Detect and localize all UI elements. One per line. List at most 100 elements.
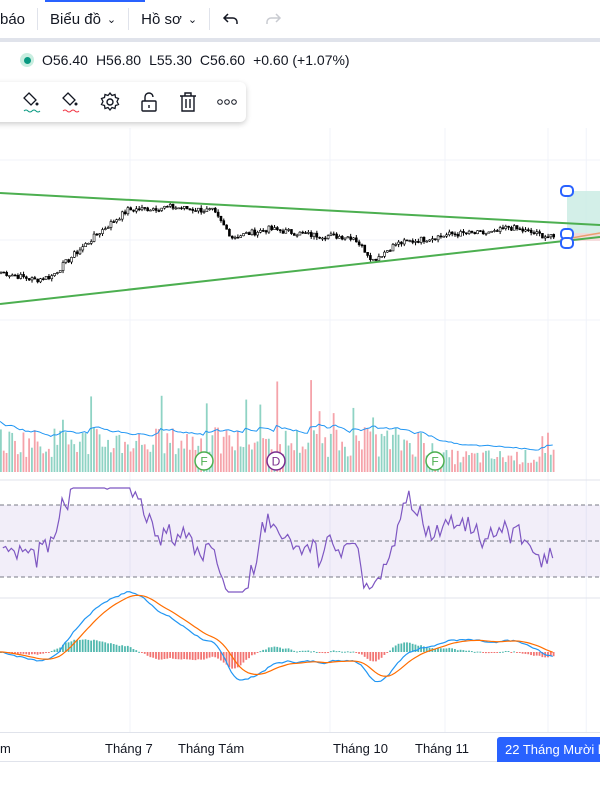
volume-bar (516, 451, 518, 472)
candle (233, 236, 237, 239)
candle (236, 236, 240, 239)
macd-histogram-bar (25, 652, 28, 655)
macd-histogram-bar (369, 652, 372, 661)
alerts-label: báo (0, 10, 26, 28)
volume-bar (219, 453, 222, 472)
candle (484, 232, 488, 235)
macd-histogram-bar (143, 652, 146, 654)
candle (366, 252, 369, 256)
macd-histogram-bar (225, 652, 228, 665)
macd-histogram-bar (214, 652, 217, 658)
volume-bar (47, 448, 50, 472)
redo-icon (266, 13, 282, 24)
candle (205, 208, 209, 212)
alerts-button[interactable]: báo (0, 0, 37, 40)
profile-menu-button[interactable]: Hồ sơ ⌄ (129, 0, 209, 40)
macd-histogram-bar (42, 652, 45, 654)
macd-histogram-bar (377, 652, 380, 660)
macd-histogram-bar (236, 652, 239, 668)
volume-bar (485, 450, 487, 472)
macd-histogram-bar (552, 652, 555, 657)
candle (456, 234, 460, 237)
candle (154, 208, 158, 211)
time-axis[interactable]: m Tháng 7 Tháng Tám Tháng 10 Tháng 11 22… (0, 732, 600, 762)
macd-histogram-bar (152, 652, 155, 658)
volume-bar (87, 454, 90, 472)
candle (535, 231, 539, 234)
macd-histogram-bar (439, 648, 442, 652)
macd-histogram-bar (146, 652, 149, 656)
macd-histogram-bar (507, 651, 510, 653)
candle (104, 228, 107, 230)
volume-bar (473, 453, 476, 472)
delete-button[interactable] (168, 84, 207, 120)
volume-bar (386, 430, 389, 472)
macd-histogram-bar (318, 652, 321, 653)
line-color-button[interactable] (51, 84, 90, 120)
low-value: L55.30 (149, 52, 192, 68)
volume-bar (149, 451, 152, 472)
macd-histogram-bar (524, 652, 527, 654)
candle (194, 210, 197, 212)
candle (8, 275, 11, 277)
candle (123, 211, 127, 215)
fill-color-icon (22, 92, 40, 113)
candle (106, 227, 110, 229)
candle (92, 233, 96, 242)
macd-histogram-bar (383, 652, 386, 655)
fill-color-button[interactable] (12, 84, 51, 120)
macd-histogram-bar (541, 652, 544, 658)
volume-bar (8, 431, 11, 472)
volume-bar (403, 439, 406, 472)
volume-bar (214, 427, 217, 472)
more-button[interactable] (207, 84, 246, 120)
volume-bar (265, 438, 267, 472)
volume-bar (358, 440, 360, 472)
volume-bar (129, 451, 132, 472)
volume-bar (408, 443, 411, 472)
settings-button[interactable] (90, 84, 129, 120)
candle (256, 232, 259, 236)
macd-histogram-bar (315, 651, 318, 653)
volume-bar (530, 462, 532, 472)
volume-bar (146, 449, 149, 472)
event-marker-earnings (194, 451, 214, 471)
volume-bar (64, 432, 67, 472)
volume-bar (352, 407, 355, 472)
volume-bar (380, 433, 383, 472)
candle (501, 227, 505, 229)
macd-histogram-bar (530, 652, 532, 656)
candle (419, 236, 423, 243)
volume-bar (346, 456, 349, 472)
candle (428, 239, 431, 242)
macd-histogram-bar (352, 651, 355, 653)
candle (53, 273, 56, 276)
macd-histogram-bar (293, 650, 296, 652)
volume-bar (112, 448, 115, 472)
volume-bar (507, 455, 510, 472)
candle (135, 208, 138, 212)
candle (487, 231, 491, 234)
redo-button[interactable] (252, 0, 294, 40)
candle (253, 229, 257, 236)
candle (230, 235, 234, 239)
macd-histogram-bar (338, 651, 341, 653)
macd-histogram-bar (527, 652, 530, 655)
volume-bar (451, 449, 453, 472)
candle (507, 225, 510, 228)
volume-bar (547, 432, 549, 472)
macd-histogram-bar (549, 652, 552, 657)
lock-button[interactable] (129, 84, 168, 120)
volume-bar (245, 399, 248, 472)
volume-bar (211, 435, 214, 472)
volume-bar (375, 434, 377, 472)
chart-menu-button[interactable]: Biểu đồ ⌄ (38, 0, 128, 40)
candle (225, 224, 228, 230)
macd-histogram-bar (169, 652, 171, 658)
candle (129, 207, 133, 211)
signal-line (0, 594, 553, 677)
undo-button[interactable] (210, 0, 252, 40)
volume-bar (448, 457, 451, 472)
time-label: Tháng 7 (105, 741, 153, 756)
